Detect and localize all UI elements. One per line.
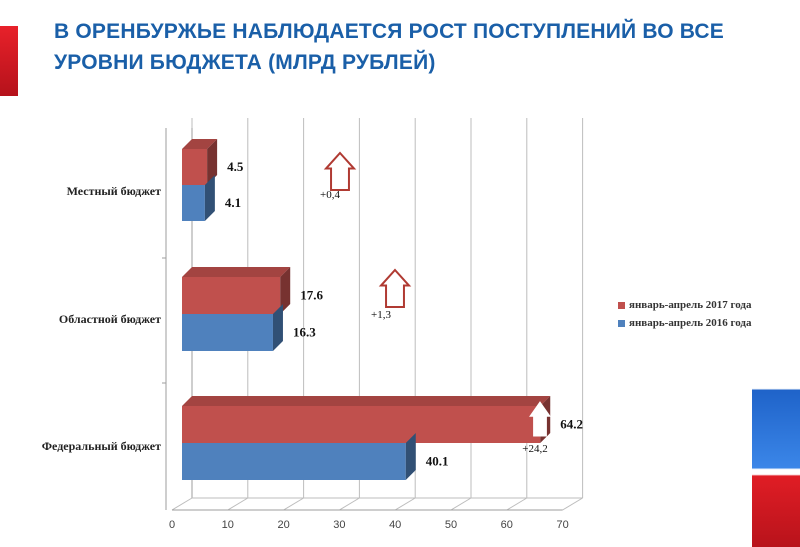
floor-line-20 xyxy=(283,497,304,511)
growth-arrow-icon-0 xyxy=(323,151,357,191)
decorative-red-stripe xyxy=(0,26,18,96)
bar-2016-0 xyxy=(182,185,205,221)
x-tick-label-70: 70 xyxy=(556,519,568,531)
bar-2017-1 xyxy=(182,277,281,314)
bar-2017-0 xyxy=(182,149,208,185)
chart-labels: 0 10 20 30 40 50 60 70 Местный бюджет 4.5 4.1 Облас… xyxy=(42,151,583,531)
floor-line-40 xyxy=(394,497,416,511)
legend-label-2016: январь-апрель 2016 года xyxy=(629,317,752,329)
bar-2017-2 xyxy=(182,406,541,443)
bar-2016-2 xyxy=(182,443,406,480)
legend-swatch-2017 xyxy=(618,301,625,309)
x-tick-label-20: 20 xyxy=(277,519,289,531)
floor-line-70 xyxy=(562,497,583,511)
bar-2016-1 xyxy=(182,314,273,351)
chart-legend: январь-апрель 2017 года январь-апрель 20… xyxy=(618,296,751,332)
page-title: В ОРЕНБУРЖЬЕ НАБЛЮДАЕТСЯ РОСТ ПОСТУПЛЕНИ… xyxy=(54,20,724,74)
legend-label-2017: январь-апрель 2017 года xyxy=(629,299,752,311)
bar-top-2017-1 xyxy=(182,267,291,277)
category-label-0: Местный бюджет xyxy=(67,184,161,198)
value-label-2016-1: 16.3 xyxy=(293,325,316,340)
value-label-2016-2: 40.1 xyxy=(426,454,449,469)
growth-annotation-1: +1,3 xyxy=(371,309,391,321)
x-tick-label-40: 40 xyxy=(389,519,401,531)
x-tick-label-60: 60 xyxy=(501,519,513,531)
value-label-2017-1: 17.6 xyxy=(300,288,323,303)
category-label-2: Федеральный бюджет xyxy=(42,439,161,453)
chart-bars xyxy=(182,139,551,480)
growth-annotation-0: +0,4 xyxy=(320,189,340,201)
floor-line-50 xyxy=(450,497,472,511)
bar-top-2017-2 xyxy=(182,396,551,406)
growth-annotation-2: +24,2 xyxy=(522,443,547,455)
value-label-2017-2: 64.2 xyxy=(560,417,583,432)
floor-line-60 xyxy=(506,497,528,511)
x-tick-label-50: 50 xyxy=(445,519,457,531)
bar-top-2017-0 xyxy=(182,139,218,149)
x-tick-label-0: 0 xyxy=(169,519,175,531)
value-label-2016-0: 4.1 xyxy=(225,195,241,210)
decorative-flag-corner xyxy=(752,382,800,547)
x-tick-label-30: 30 xyxy=(333,519,345,531)
floor-line-0 xyxy=(171,497,193,511)
growth-arrow-icon-2 xyxy=(529,401,551,437)
legend-item-2017: январь-апрель 2017 года xyxy=(618,296,751,314)
bar-side-2017-0 xyxy=(207,139,218,185)
floor-line-30 xyxy=(339,497,360,511)
x-tick-label-10: 10 xyxy=(222,519,234,531)
floor-line-10 xyxy=(227,497,249,511)
bar-side-2016-1 xyxy=(272,304,283,351)
bar-side-2016-0 xyxy=(204,175,215,221)
value-label-2017-0: 4.5 xyxy=(227,159,244,174)
legend-item-2016: январь-апрель 2016 года xyxy=(618,314,751,332)
growth-arrow-icon-1 xyxy=(378,268,412,308)
category-label-1: Областной бюджет xyxy=(59,312,161,326)
bar-side-2016-2 xyxy=(405,433,416,480)
bar-side-2017-1 xyxy=(280,267,291,314)
legend-swatch-2016 xyxy=(618,319,625,327)
